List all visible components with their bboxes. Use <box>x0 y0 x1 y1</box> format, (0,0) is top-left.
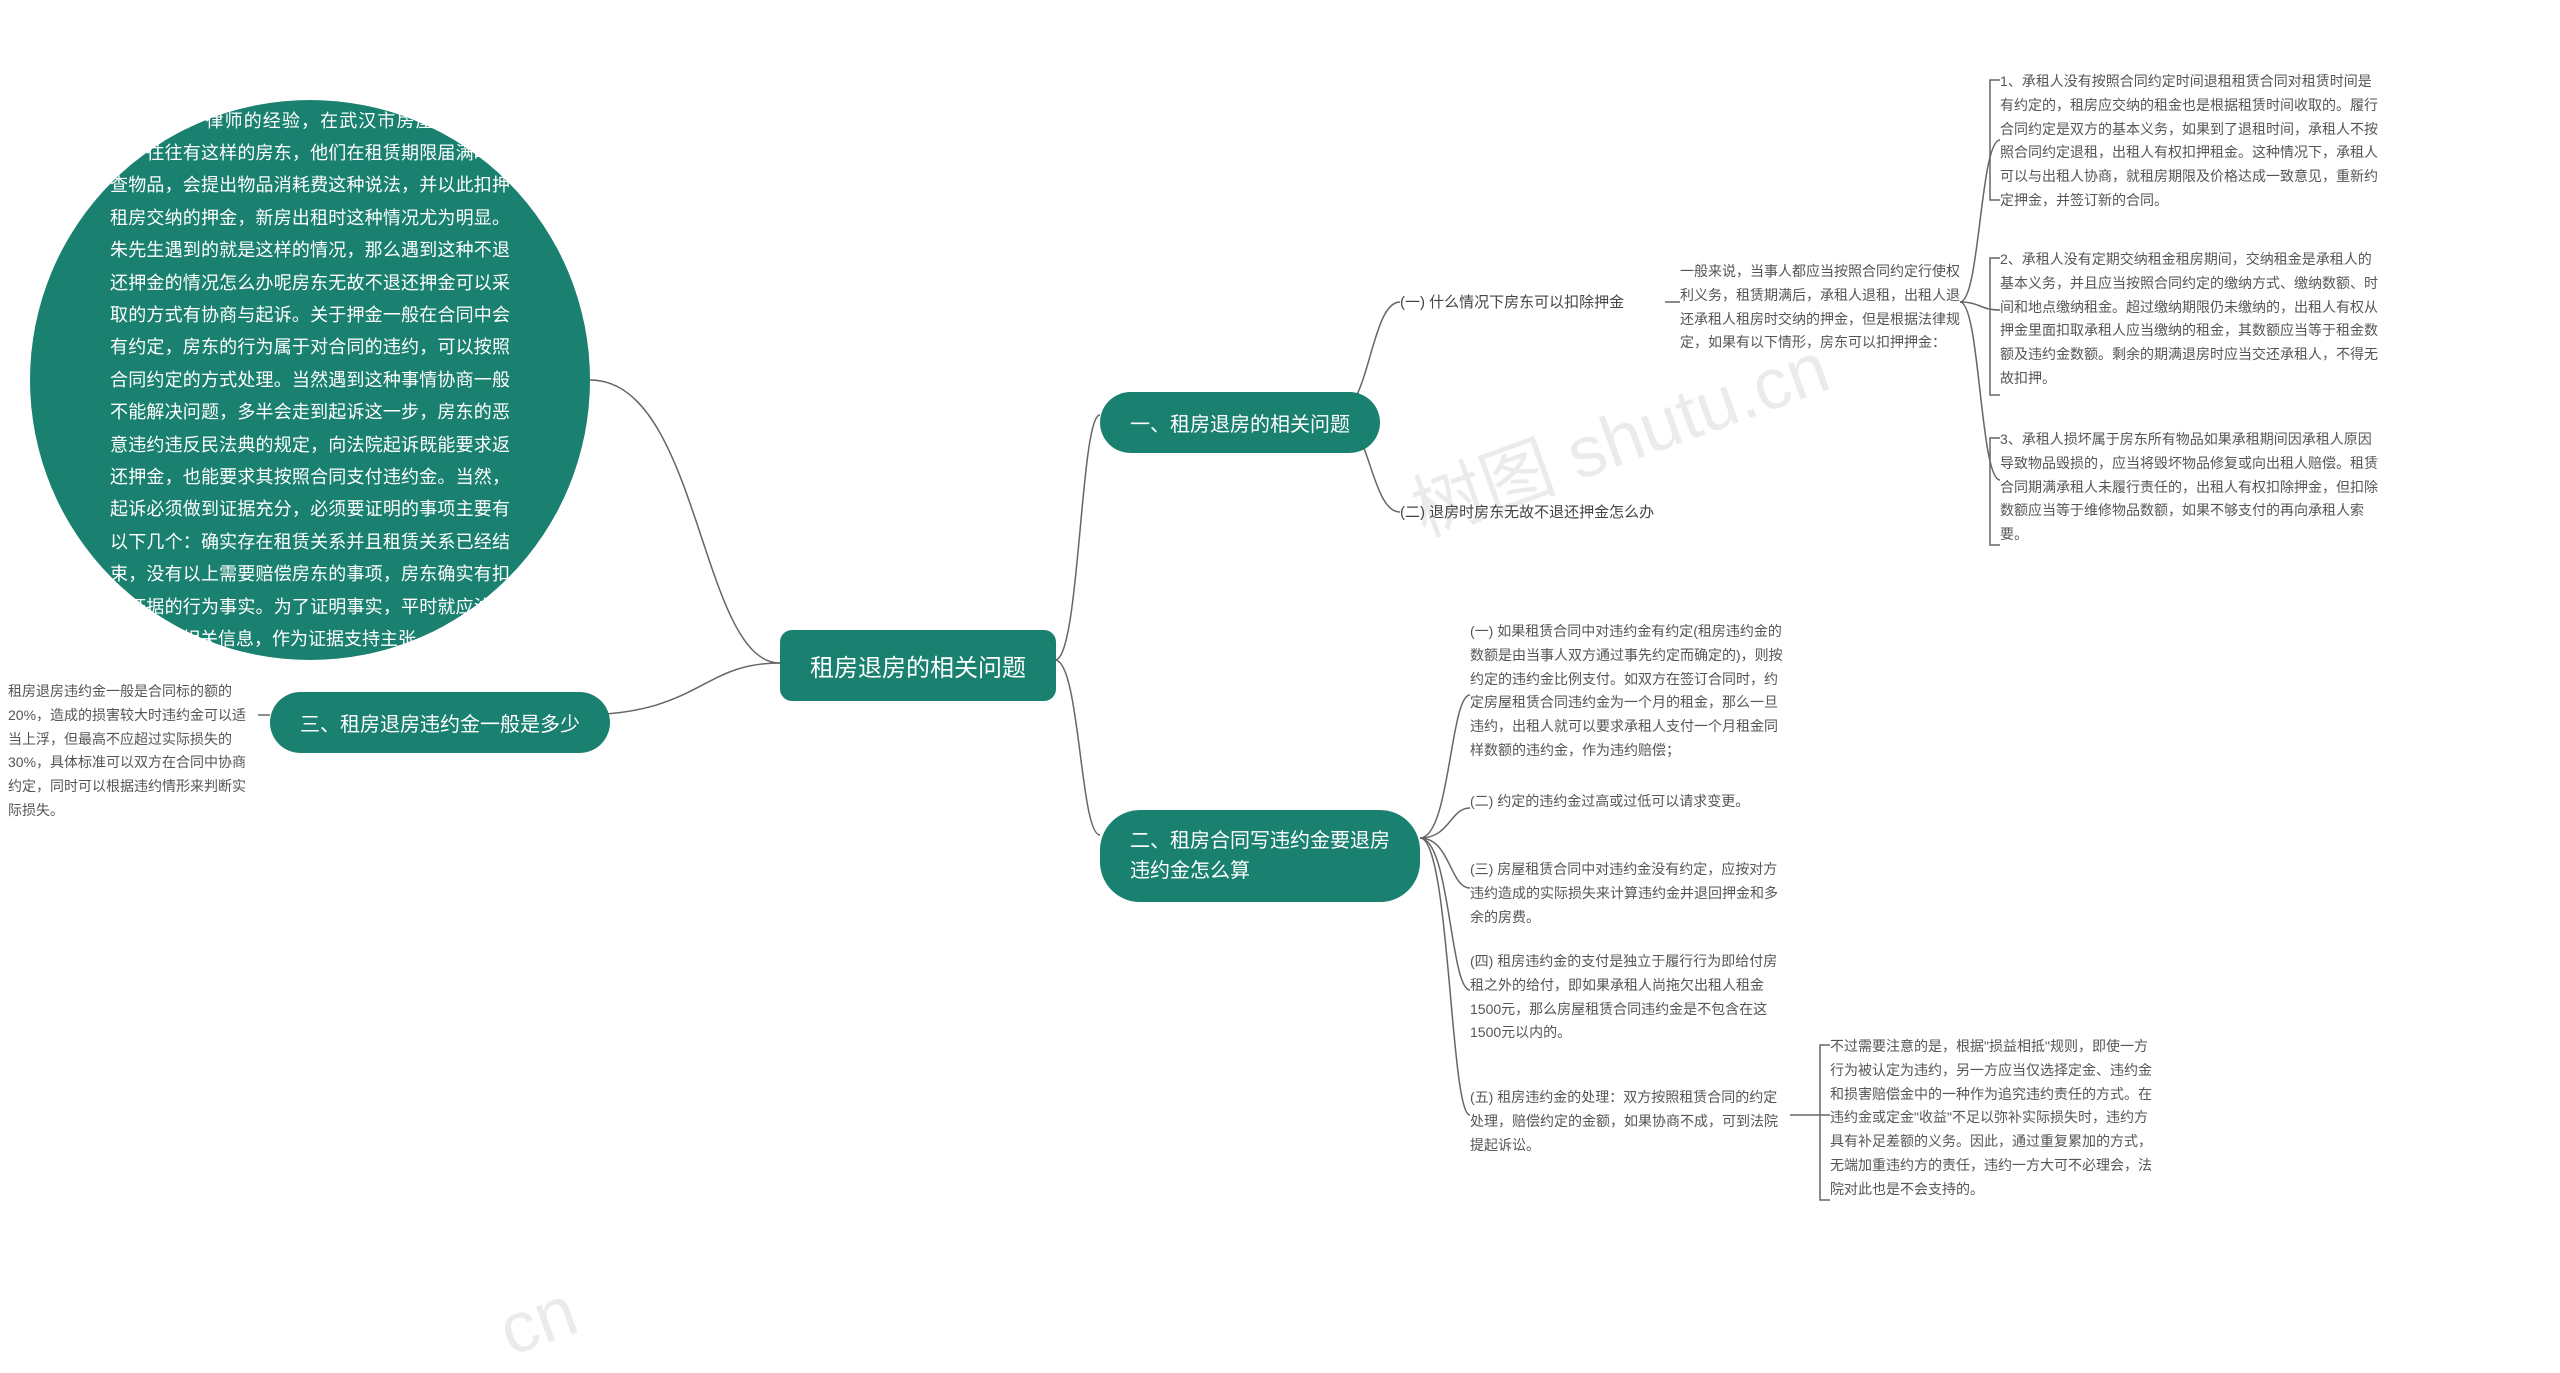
section2-item5-text: (五) 租房违约金的处理：双方按照租赁合同的约定处理，赔偿约定的金额，如果协商不… <box>1470 1086 1790 1157</box>
section2-item1: (一) 如果租赁合同中对违约金有约定(租房违约金的数额是由当事人双方通过事先约定… <box>1470 620 1790 763</box>
section1-sub2-label: (二) 退房时房东无故不退还押金怎么办 <box>1400 500 1654 526</box>
section2-item4-text: (四) 租房违约金的支付是独立于履行行为即给付房租之外的给付，即如果承租人尚拖欠… <box>1470 950 1790 1045</box>
section2-item3-text: (三) 房屋租赁合同中对违约金没有约定，应按对方违约造成的实际损失来计算违约金并… <box>1470 858 1790 929</box>
section2-item2: (二) 约定的违约金过高或过低可以请求变更。 <box>1470 790 1790 814</box>
section1-sub1-item2-text: 2、承租人没有定期交纳租金租房期间，交纳租金是承租人的基本义务，并且应当按照合同… <box>2000 248 2380 391</box>
section2-item3: (三) 房屋租赁合同中对违约金没有约定，应按对方违约造成的实际损失来计算违约金并… <box>1470 858 1790 929</box>
section1-sub1-desc-text: 一般来说，当事人都应当按照合同约定行使权利义务，租赁期满后，承租人退租，出租人退… <box>1680 260 1960 355</box>
section1-node[interactable]: 一、租房退房的相关问题 <box>1100 392 1380 453</box>
section1-sub1-item3: 3、承租人损坏属于房东所有物品如果承租期间因承租人原因导致物品毁损的，应当将毁坏… <box>2000 428 2380 547</box>
section2-item2-text: (二) 约定的违约金过高或过低可以请求变更。 <box>1470 790 1749 814</box>
section3-node[interactable]: 三、租房退房违约金一般是多少 <box>270 692 610 753</box>
left-oval-text: 根据房地产律师的经验，在武汉市房屋租赁纠纷中，往往有这样的房东，他们在租赁期限届… <box>110 105 510 656</box>
section1-sub1-desc: 一般来说，当事人都应当按照合同约定行使权利义务，租赁期满后，承租人退租，出租人退… <box>1680 260 1960 355</box>
section1-sub1-label: (一) 什么情况下房东可以扣除押金 <box>1400 290 1624 316</box>
section1-sub1-item1-text: 1、承租人没有按照合同约定时间退租租赁合同对租赁时间是有约定的，租房应交纳的租金… <box>2000 70 2380 213</box>
section2-item5-note-text: 不过需要注意的是，根据"损益相抵"规则，即使一方行为被认定为违约，另一方应当仅选… <box>1830 1035 2160 1202</box>
section3-leaf-text: 租房退房违约金一般是合同标的额的20%，造成的损害较大时违约金可以适当上浮，但最… <box>8 680 258 823</box>
section3-leaf: 租房退房违约金一般是合同标的额的20%，造成的损害较大时违约金可以适当上浮，但最… <box>8 680 258 823</box>
section1-sub1-item1: 1、承租人没有按照合同约定时间退租租赁合同对租赁时间是有约定的，租房应交纳的租金… <box>2000 70 2380 213</box>
section2-item5: (五) 租房违约金的处理：双方按照租赁合同的约定处理，赔偿约定的金额，如果协商不… <box>1470 1086 1790 1157</box>
section2-item1-text: (一) 如果租赁合同中对违约金有约定(租房违约金的数额是由当事人双方通过事先约定… <box>1470 620 1790 763</box>
center-label: 租房退房的相关问题 <box>810 648 1026 683</box>
section1-sub1-item3-text: 3、承租人损坏属于房东所有物品如果承租期间因承租人原因导致物品毁损的，应当将毁坏… <box>2000 428 2380 547</box>
section2-node[interactable]: 二、租房合同写违约金要退房违约金怎么算 <box>1100 810 1420 902</box>
section1-sub1[interactable]: (一) 什么情况下房东可以扣除押金 <box>1400 290 1624 316</box>
section2-item5-note: 不过需要注意的是，根据"损益相抵"规则，即使一方行为被认定为违约，另一方应当仅选… <box>1830 1035 2160 1202</box>
section2-label: 二、租房合同写违约金要退房违约金怎么算 <box>1130 826 1390 886</box>
section3-label: 三、租房退房违约金一般是多少 <box>300 708 580 737</box>
section1-sub1-item2: 2、承租人没有定期交纳租金租房期间，交纳租金是承租人的基本义务，并且应当按照合同… <box>2000 248 2380 391</box>
section1-label: 一、租房退房的相关问题 <box>1130 408 1350 437</box>
section2-item4: (四) 租房违约金的支付是独立于履行行为即给付房租之外的给付，即如果承租人尚拖欠… <box>1470 950 1790 1045</box>
watermark: cn <box>488 1269 588 1372</box>
left-oval-node[interactable]: 根据房地产律师的经验，在武汉市房屋租赁纠纷中，往往有这样的房东，他们在租赁期限届… <box>30 100 590 660</box>
section1-sub2[interactable]: (二) 退房时房东无故不退还押金怎么办 <box>1400 500 1654 526</box>
center-node[interactable]: 租房退房的相关问题 <box>780 630 1056 701</box>
